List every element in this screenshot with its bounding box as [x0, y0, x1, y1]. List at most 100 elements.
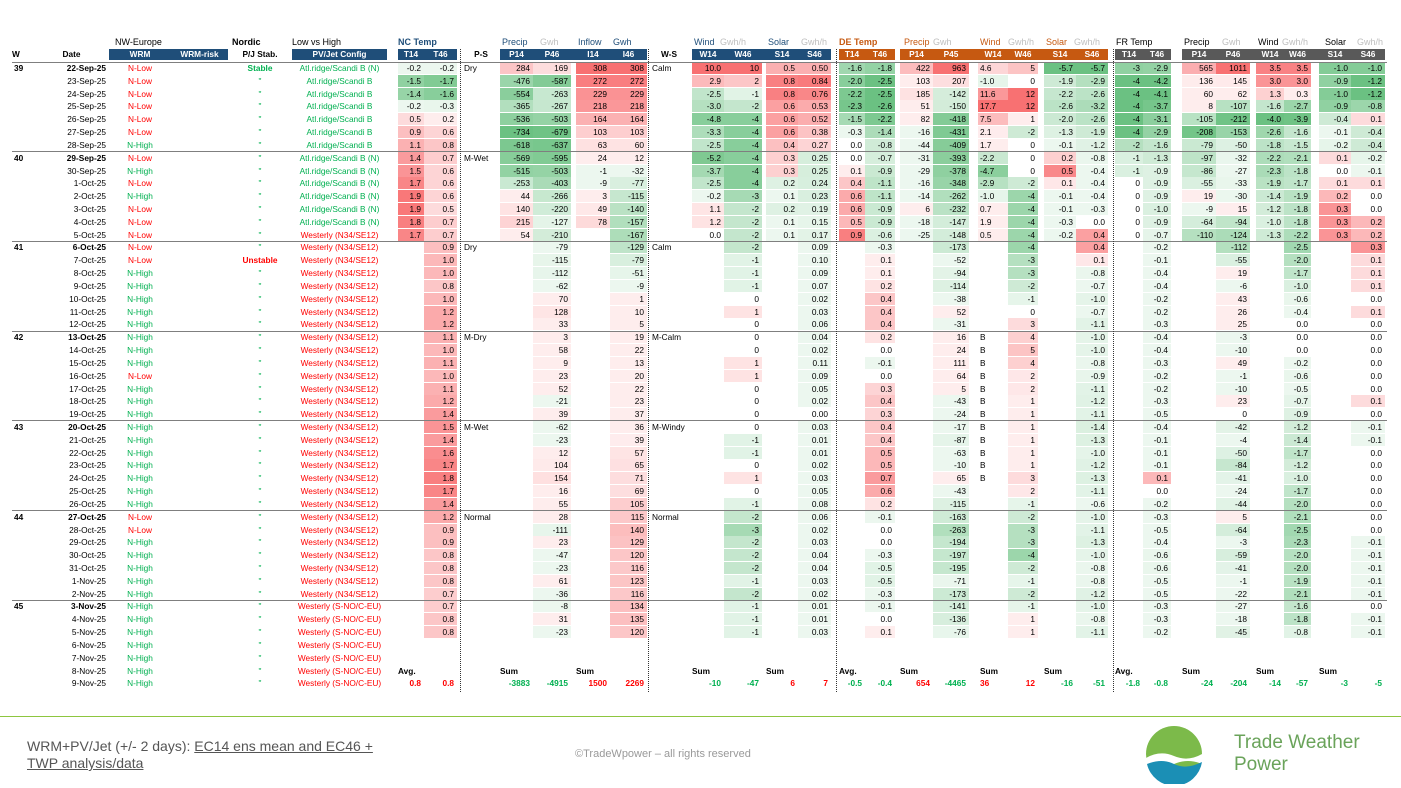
cell-r24-c17: 0.09: [798, 369, 831, 382]
cell-r7-c22: -2.2: [978, 151, 1008, 164]
cell-r25-c23: 2: [1008, 382, 1038, 395]
cell-r23-c12: 13: [610, 356, 647, 369]
cell-r3-c25: -3.2: [1076, 100, 1108, 113]
cell-r18-c33: 0.0: [1370, 293, 1382, 304]
header-band: [398, 49, 457, 60]
cell-r31-c32: [1319, 459, 1351, 471]
cell-r37-c20: [900, 536, 933, 548]
cell-r15-c21: -52: [933, 254, 969, 267]
group-header-gwh1: Gwh: [540, 37, 559, 47]
cell-r22-c2: N-High: [127, 345, 153, 356]
cell-r30-c14: [692, 447, 724, 459]
cell-r28-c1: 20-Oct-25: [68, 421, 106, 432]
cell-r26-c6: [398, 395, 424, 407]
cell-r0-c15: 10: [724, 62, 762, 74]
cell-r27-c13: [650, 408, 688, 420]
cell-r35-c31: -2.1: [1284, 510, 1311, 523]
cell-r43-c13: [650, 613, 688, 625]
cell-r18-c21: -38: [933, 292, 969, 305]
group-header-gwh4: Gwh: [1222, 37, 1241, 47]
cell-r39-c30: [1256, 562, 1284, 574]
cell-r15-c24: [1044, 254, 1076, 266]
cell-r2-c29: 62: [1216, 87, 1250, 100]
cell-r43-c2: N-High: [127, 614, 153, 625]
cell-r25-c3: [171, 383, 228, 395]
cell-r31-c28: [1182, 459, 1216, 471]
cell-r24-c14: [692, 370, 724, 382]
cell-r42-c18: [839, 600, 865, 612]
cell-r27-c25: -1.1: [1076, 408, 1108, 421]
cell-r11-c7: 0.5: [424, 203, 457, 216]
cell-r35-c14: [692, 511, 724, 523]
footer-analysis-link[interactable]: TWP analysis/data: [27, 755, 144, 771]
cell-r34-c24: [1044, 498, 1076, 510]
cell-r25-c26: [1115, 383, 1143, 395]
cell-r40-c10: 61: [533, 574, 571, 587]
cell-r0-c7: -0.2: [424, 62, 457, 74]
cell-r3-c9: -365: [500, 100, 533, 113]
cell-r11-c26: 0: [1135, 204, 1140, 215]
cell-r11-c13: [650, 203, 688, 215]
cell-r4-c3: [171, 113, 228, 125]
cell-r27-c30: [1256, 408, 1284, 420]
cell-r19-c15: 1: [724, 305, 762, 318]
cell-r18-c18: [839, 293, 865, 305]
cell-r44-c21: -76: [933, 626, 969, 639]
cell-r33-c12: 69: [610, 485, 647, 498]
cell-r23-c16: [766, 357, 798, 369]
group-header-precip: Precip: [502, 37, 528, 47]
cell-r14-c31: -2.5: [1284, 241, 1311, 254]
cell-r6-c28: -79: [1182, 138, 1216, 151]
cell-r31-c20: [900, 459, 933, 471]
cell-r19-c1: 11-Oct-25: [69, 306, 106, 317]
cell-r36-c6: [398, 524, 424, 536]
cell-r33-c23: 2: [1008, 485, 1038, 498]
cell-r31-c26: [1115, 459, 1143, 471]
cell-r35-c23: -2: [1008, 510, 1038, 523]
cell-r47-c17: [798, 665, 831, 677]
cell-r44-c18: [839, 626, 865, 638]
cell-r29-c29: -4: [1216, 433, 1250, 446]
cell-r7-c9: -569: [500, 151, 533, 164]
cell-r9-c20: -16: [900, 177, 933, 190]
cell-r25-c12: 22: [610, 382, 647, 395]
cell-r34-c20: [900, 498, 933, 510]
cell-r6-c15: -4: [724, 138, 762, 151]
cell-r6-c22: 1.7: [978, 138, 1008, 151]
cell-r32-c27: 0.1: [1143, 472, 1171, 485]
group-header-desolar: Solar: [1046, 37, 1068, 47]
cell-r34-c4: ": [258, 498, 262, 509]
cell-r7-c25: -0.8: [1076, 151, 1108, 164]
cell-r36-c7: 0.9: [424, 523, 457, 536]
cell-r23-c6: [398, 357, 424, 369]
cell-r22-c10: 58: [533, 344, 571, 357]
cell-r11-c4: ": [258, 204, 262, 215]
cell-r46-c6: [398, 652, 424, 664]
cell-r31-c2: N-High: [127, 460, 153, 471]
cell-r1-c3: [171, 75, 228, 87]
cell-r3-c11: 218: [576, 100, 610, 113]
cell-r20-c11: [576, 318, 610, 330]
cell-r15-c28: [1182, 254, 1216, 266]
cell-r2-c0: [12, 88, 34, 100]
cell-r31-c10: 104: [533, 459, 571, 472]
cell-r22-c12: 22: [610, 344, 647, 357]
cell-r3-c32: -0.9: [1319, 100, 1351, 113]
cell-r29-c16: [766, 434, 798, 446]
cell-r39-c31: -2.0: [1284, 561, 1311, 574]
cell-r48-c13: [650, 677, 688, 689]
cell-r39-c25: -0.8: [1076, 561, 1108, 574]
cell-r27-c9: [500, 408, 533, 420]
cell-r13-c16: 0.1: [766, 228, 798, 241]
cell-r40-c19: -0.5: [865, 574, 895, 587]
column-header-23: W46: [1014, 49, 1032, 59]
cell-r5-c27: -2.9: [1143, 126, 1171, 139]
footer-method-link[interactable]: EC14 ens mean and EC46 +: [194, 738, 373, 754]
cell-r19-c19: 0.4: [865, 305, 895, 318]
cell-r14-c20: [900, 241, 933, 253]
cell-r42-c21: -141: [933, 600, 969, 613]
cell-r4-c32: -0.4: [1319, 113, 1351, 126]
cell-r20-c3: [171, 318, 228, 330]
column-header-5: PV/Jet Config: [312, 49, 367, 59]
cell-r30-c5: Westerly (N34/SE12): [300, 447, 379, 458]
